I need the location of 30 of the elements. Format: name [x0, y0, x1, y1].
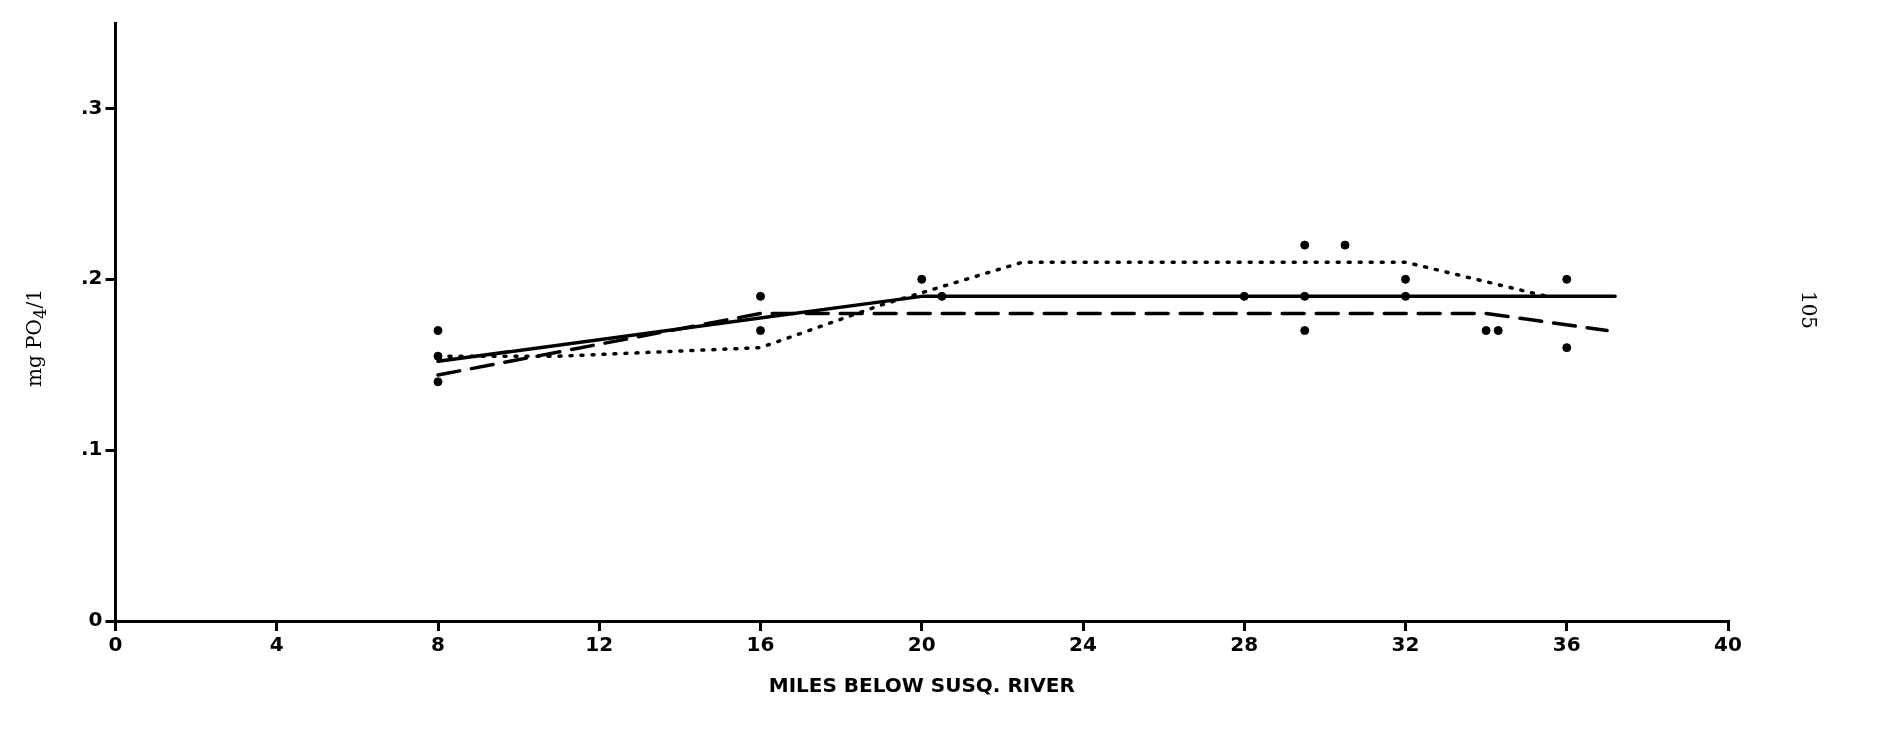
y-tick-label: .1	[81, 436, 103, 461]
y-tick-label: .2	[81, 265, 103, 290]
x-tick-label: 0	[108, 632, 123, 657]
x-tick-label: 28	[1230, 632, 1259, 657]
x-tick-label: 40	[1714, 632, 1742, 657]
text: 105	[1796, 290, 1821, 330]
x-tick-label: 4	[269, 632, 284, 657]
point	[1300, 326, 1310, 336]
point	[1340, 240, 1350, 250]
x-axis-title: MILES BELOW SUSQ. RIVER	[768, 673, 1075, 698]
x-tick-label: 20	[907, 632, 936, 657]
point	[756, 291, 766, 301]
point	[1300, 240, 1310, 250]
point	[1493, 326, 1503, 336]
point	[433, 326, 443, 336]
x-tick-label: 12	[585, 632, 614, 657]
point	[1481, 326, 1491, 336]
point	[433, 377, 443, 387]
point	[1562, 274, 1572, 284]
x-tick-label: 36	[1552, 632, 1581, 657]
x-tick-label: 32	[1391, 632, 1420, 657]
point	[1562, 343, 1572, 353]
point	[756, 326, 766, 336]
x-tick-label: 8	[431, 632, 445, 657]
x-tick-label: 16	[746, 632, 775, 657]
y-tick-label: 0	[88, 607, 103, 632]
point	[917, 274, 927, 284]
y-tick-label: .3	[81, 94, 103, 119]
x-tick-label: 24	[1069, 632, 1097, 657]
point	[1401, 274, 1410, 284]
